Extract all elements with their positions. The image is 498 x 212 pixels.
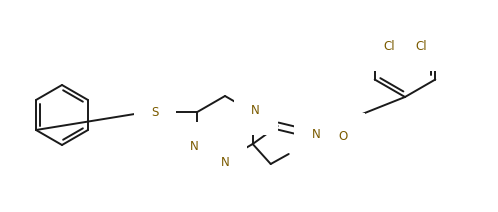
Text: N: N	[221, 155, 230, 169]
Text: N: N	[251, 105, 260, 117]
Text: O: O	[338, 131, 347, 144]
Text: S: S	[151, 106, 159, 119]
Text: N: N	[190, 139, 199, 152]
Text: Cl: Cl	[415, 40, 427, 53]
Text: NH: NH	[312, 127, 330, 141]
Text: Cl: Cl	[383, 40, 394, 53]
